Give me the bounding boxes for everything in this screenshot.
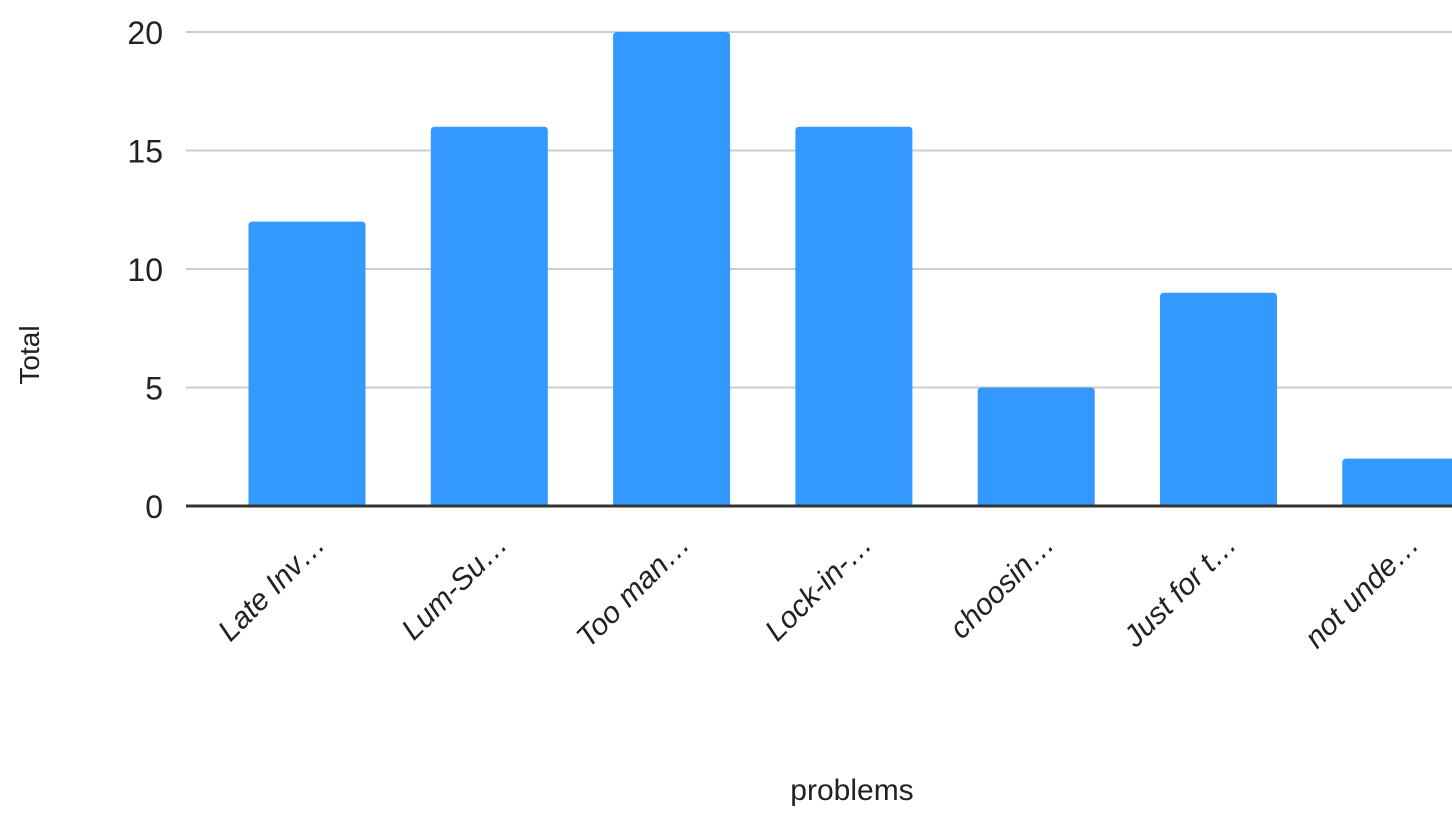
y-axis-label: Total: [14, 325, 45, 384]
x-tick-label: Lock-in-…: [759, 528, 879, 648]
bar: [249, 222, 366, 506]
x-tick-label: Lum-Su…: [395, 528, 514, 647]
x-axis-label: problems: [790, 774, 913, 807]
bar: [613, 32, 730, 506]
x-tick-label: not unde…: [1299, 528, 1426, 655]
y-tick-label: 15: [127, 134, 163, 170]
x-tick-label: Too man…: [570, 528, 696, 654]
y-tick-label: 20: [127, 15, 163, 51]
x-tick-labels: Late Inv… Lum-Su… Too man… Lock-in-… choosin…: [212, 528, 1426, 655]
y-tick-label: 5: [145, 371, 163, 407]
y-tick-label: 0: [145, 489, 163, 525]
bar: [1342, 459, 1452, 506]
bar: [795, 127, 912, 506]
bar: [978, 388, 1095, 507]
x-tick-label: Just for t…: [1117, 528, 1244, 655]
bar: [1160, 293, 1277, 506]
x-tick-label: choosin…: [943, 528, 1061, 646]
x-tick-label: Late Inv…: [212, 528, 332, 648]
y-tick-label: 10: [127, 252, 163, 288]
y-tick-labels: 0 5 10 15 20: [127, 15, 163, 525]
bar: [431, 127, 548, 506]
